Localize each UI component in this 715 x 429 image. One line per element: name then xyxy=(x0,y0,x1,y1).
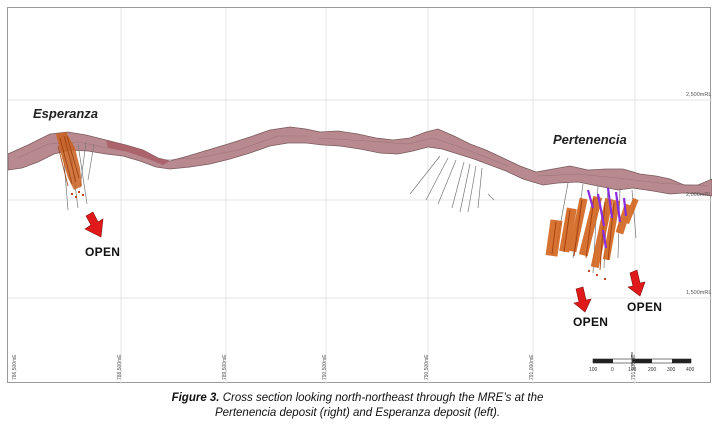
easting-label-4: 790,500mE xyxy=(322,354,328,380)
elevation-label-2000: 2,000mRL xyxy=(686,192,712,198)
caption-line-1: Cross section looking north-northeast th… xyxy=(222,392,544,404)
open-arrow-pertenencia-right xyxy=(627,269,646,297)
easting-label-1: 786,500mE xyxy=(12,354,18,380)
deposit-label-esperanza: Esperanza xyxy=(33,106,99,121)
figure-caption: Figure 3. Cross section looking north-no… xyxy=(0,391,715,421)
caption-line-2: Pertenencia deposit (right) and Esperanz… xyxy=(214,407,501,419)
elevation-label-2500: 2,500mRL xyxy=(686,92,712,98)
ore-body-pertenencia xyxy=(545,187,639,280)
scale-tick: 400 xyxy=(686,367,695,373)
open-arrows xyxy=(84,211,646,313)
easting-label-3: 789,500mE xyxy=(222,354,228,380)
cross-section-figure: Esperanza Pertenencia OPEN OPEN OPEN 2,5… xyxy=(7,7,712,384)
open-arrow-pertenencia-left xyxy=(573,286,592,313)
open-arrow-esperanza xyxy=(84,211,104,238)
easting-label-5: 790,500mE xyxy=(424,354,430,380)
terrain-profile xyxy=(8,126,712,197)
drill-holes-central xyxy=(409,155,495,213)
caption-label: Figure 3. xyxy=(171,392,220,404)
deposit-label-pertenencia: Pertenencia xyxy=(553,132,627,147)
scale-tick: 100 xyxy=(589,367,598,373)
open-label-esperanza: OPEN xyxy=(85,245,121,259)
scale-tick: 0 xyxy=(611,367,614,373)
open-label-pertenencia-left: OPEN xyxy=(573,315,609,329)
scale-tick: 300 xyxy=(667,367,676,373)
scale-bar xyxy=(592,352,692,366)
scale-tick: 200 xyxy=(648,367,657,373)
elevation-label-1500: 1,500mRL xyxy=(686,290,712,296)
grid xyxy=(8,8,712,384)
ore-body-esperanza xyxy=(56,132,84,198)
high-grade-shoots xyxy=(586,187,628,249)
terrain-texture xyxy=(17,135,709,187)
easting-label-6: 791,000mE xyxy=(529,354,535,380)
terrain-ridge-dark xyxy=(106,140,170,165)
scale-tick: 100 xyxy=(628,367,637,373)
cross-section-drawing xyxy=(8,8,712,384)
open-label-pertenencia-right: OPEN xyxy=(627,300,663,314)
easting-label-2: 788,500mE xyxy=(117,354,123,380)
